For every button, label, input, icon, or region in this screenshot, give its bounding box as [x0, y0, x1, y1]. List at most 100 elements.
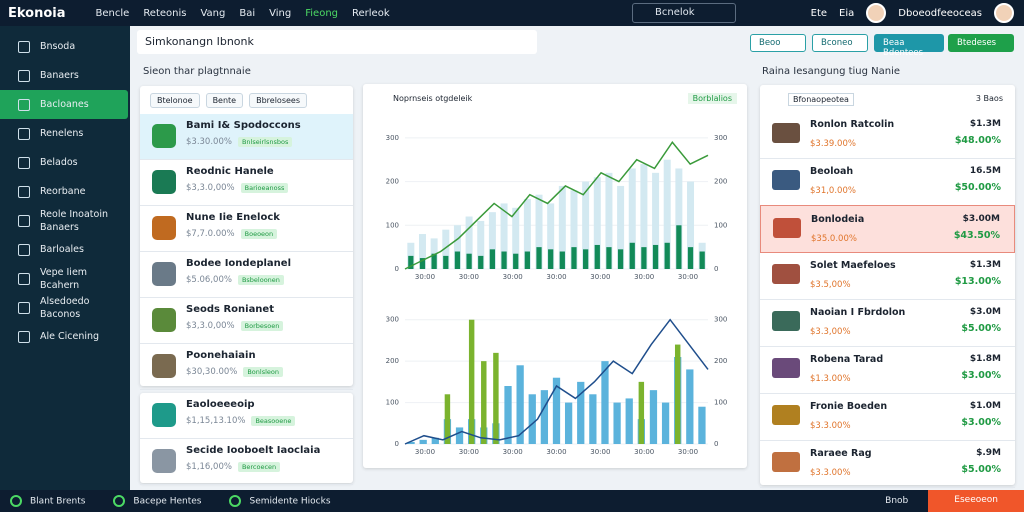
list-item[interactable]: Ronlon Ratcolin $3.39.00% $1.3M $48.00% [760, 111, 1015, 159]
x-tick-label: 30:00 [415, 448, 435, 456]
nav-item[interactable]: Banaers [0, 61, 130, 90]
line [404, 318, 709, 445]
tab[interactable]: Bente [205, 93, 244, 108]
bar [594, 244, 600, 269]
list-item[interactable]: Secide Iooboelt Iaoclaia $1,16,00% Bercoec… [140, 439, 353, 485]
y-tick-label: 300 [386, 316, 399, 324]
item-amount: $3.0M [969, 307, 1001, 317]
nav-item[interactable]: Bnsoda [0, 32, 130, 61]
section-label: Raina Iesangung tiug Nanie [762, 66, 901, 77]
menu-item[interactable]: Ving [269, 7, 292, 19]
y-tick-label: 0 [714, 265, 718, 273]
bar [687, 247, 694, 269]
nav-item[interactable]: Reorbane [0, 177, 130, 206]
item-title: Ronlon Ratcolin [810, 119, 895, 130]
y-tick-label: 200 [386, 178, 399, 186]
bar [605, 172, 613, 269]
x-tick-label: 30:00 [634, 273, 654, 281]
item-change: $50.00% [954, 182, 1001, 193]
x-tick-label: 30:00 [459, 448, 479, 456]
list-item[interactable]: Seods Ronianet $3,3.0,00% Borbesoen [140, 298, 353, 344]
user-name[interactable]: Dboeodfeeoceas [898, 7, 982, 19]
bar [478, 255, 484, 269]
item-icon [152, 216, 176, 240]
bar [419, 258, 426, 269]
list-item[interactable]: Bodee Iondeplanel $5.06,00% Bsbeloonen [140, 252, 353, 298]
item-tag: Bercoecen [237, 462, 281, 472]
item-icon [772, 358, 800, 378]
item-amount: $1.0M [969, 401, 1001, 411]
list-item[interactable]: Bami I& Spodoccons $3.30.00% Bnlseirlsnsbo… [140, 114, 353, 160]
menu-item[interactable]: Bai [239, 7, 256, 19]
bar [468, 319, 475, 444]
status-item[interactable]: Bacepe Hentes [113, 495, 201, 507]
menu-item[interactable]: Reteonis [143, 7, 187, 19]
bottom-link[interactable]: Bnob [885, 496, 909, 506]
list-item[interactable]: Nune Iie Enelock $7,7.0.00% Boeoeon [140, 206, 353, 252]
item-icon [152, 262, 176, 286]
search-box[interactable]: Bcnelok [632, 3, 736, 23]
bar [617, 249, 624, 269]
menu-item[interactable]: Fieong [305, 7, 339, 19]
item-icon [772, 452, 800, 472]
list-item[interactable]: Bonlodeia $35.0.00% $3.00M $43.50% [760, 205, 1015, 253]
user-item[interactable]: Eia [839, 7, 855, 19]
menu-item[interactable]: Bencle [95, 7, 130, 19]
bottom-button[interactable]: Eseeoeon [928, 490, 1024, 512]
toolbar-button[interactable]: Beaa Bdentees [874, 34, 944, 58]
list-item[interactable]: Solet Maefeloes $3.5,00% $1.3M $13.00% [760, 252, 1015, 300]
item-change: $5.00% [961, 464, 1001, 475]
list-item[interactable]: Naoian I Fbrdolon $3.3,00% $3.0M $5.00% [760, 299, 1015, 347]
item-title: Fronie Boeden [810, 401, 888, 412]
item-value: $3.5,00% [810, 280, 851, 290]
bar [699, 251, 705, 269]
nav-item[interactable]: Vepe Iiem Bcahern [0, 264, 130, 293]
bar [613, 402, 621, 444]
status-item[interactable]: Blant Brents [10, 495, 85, 507]
item-tag: Borbesoen [240, 321, 284, 331]
bar [547, 203, 555, 269]
item-icon [772, 170, 800, 190]
list-item[interactable]: Poonehaiain $30,30.00% Bonlsleon [140, 344, 353, 390]
bar [649, 390, 658, 444]
list-item[interactable]: Robena Tarad $1.3.00% $1.8M $3.00% [760, 346, 1015, 394]
tab[interactable]: Btelonoe [150, 93, 200, 108]
item-tag: Bonlsleon [243, 367, 283, 377]
list-item[interactable]: Beoloah $31,0.00% 16.5M $50.00% [760, 158, 1015, 206]
list-item[interactable]: Fronie Boeden $3.3.00% $1.0M $3.00% [760, 393, 1015, 441]
list-item[interactable]: Reodnic Hanele $3,3.0,00% Barioeanoss [140, 160, 353, 206]
toolbar-button[interactable]: Bconeo [812, 34, 868, 52]
nav-icon [18, 127, 30, 140]
nav-item[interactable]: Bacloanes [0, 90, 128, 119]
bar [577, 381, 585, 444]
nav-label: Belados [40, 157, 78, 168]
menu-item[interactable]: Vang [200, 7, 226, 19]
x-tick-label: 30:00 [546, 448, 566, 456]
x-tick-label: 30:00 [678, 273, 698, 281]
item-value: $3.3,00% [810, 327, 851, 337]
menu-item[interactable]: Rerleok [352, 7, 390, 19]
status-item[interactable]: Semidente Hiocks [229, 495, 331, 507]
bar [638, 381, 645, 444]
toolbar-button[interactable]: Beoo [750, 34, 806, 52]
bar [504, 386, 512, 444]
list-item[interactable]: Raraee Rag $3.3.00% $.9M $5.00% [760, 440, 1015, 488]
list-item[interactable]: Eaoloeeeoip $1,15,13.10% Beasooene [140, 393, 353, 439]
nav-item[interactable]: Barloales [0, 235, 130, 264]
item-value: $3.39.00% [810, 139, 856, 149]
list-panel: Eaoloeeeoip $1,15,13.10% Beasooene Secide I… [140, 393, 353, 485]
y-tick-label: 0 [395, 265, 399, 273]
nav-item[interactable]: Belados [0, 148, 130, 177]
nav-item[interactable]: Alsedoedo Baconos [0, 293, 130, 322]
tab[interactable]: Bbrelosees [249, 93, 308, 108]
badge[interactable]: Borblalios [687, 93, 737, 104]
nav-item[interactable]: Ale Cicening [0, 322, 130, 351]
toolbar-button[interactable]: Btedeses [948, 34, 1014, 52]
nav-item[interactable]: Renelens [0, 119, 130, 148]
bar [558, 185, 566, 269]
dropdown[interactable]: Simkonangn Ibnonk [137, 30, 537, 54]
user-item[interactable]: Ete [810, 7, 828, 19]
item-tag: Bnlseirlsnsbos [237, 137, 293, 147]
status-dot [113, 495, 126, 507]
nav-item[interactable]: Reole Inoatoin Banaers [0, 206, 130, 235]
